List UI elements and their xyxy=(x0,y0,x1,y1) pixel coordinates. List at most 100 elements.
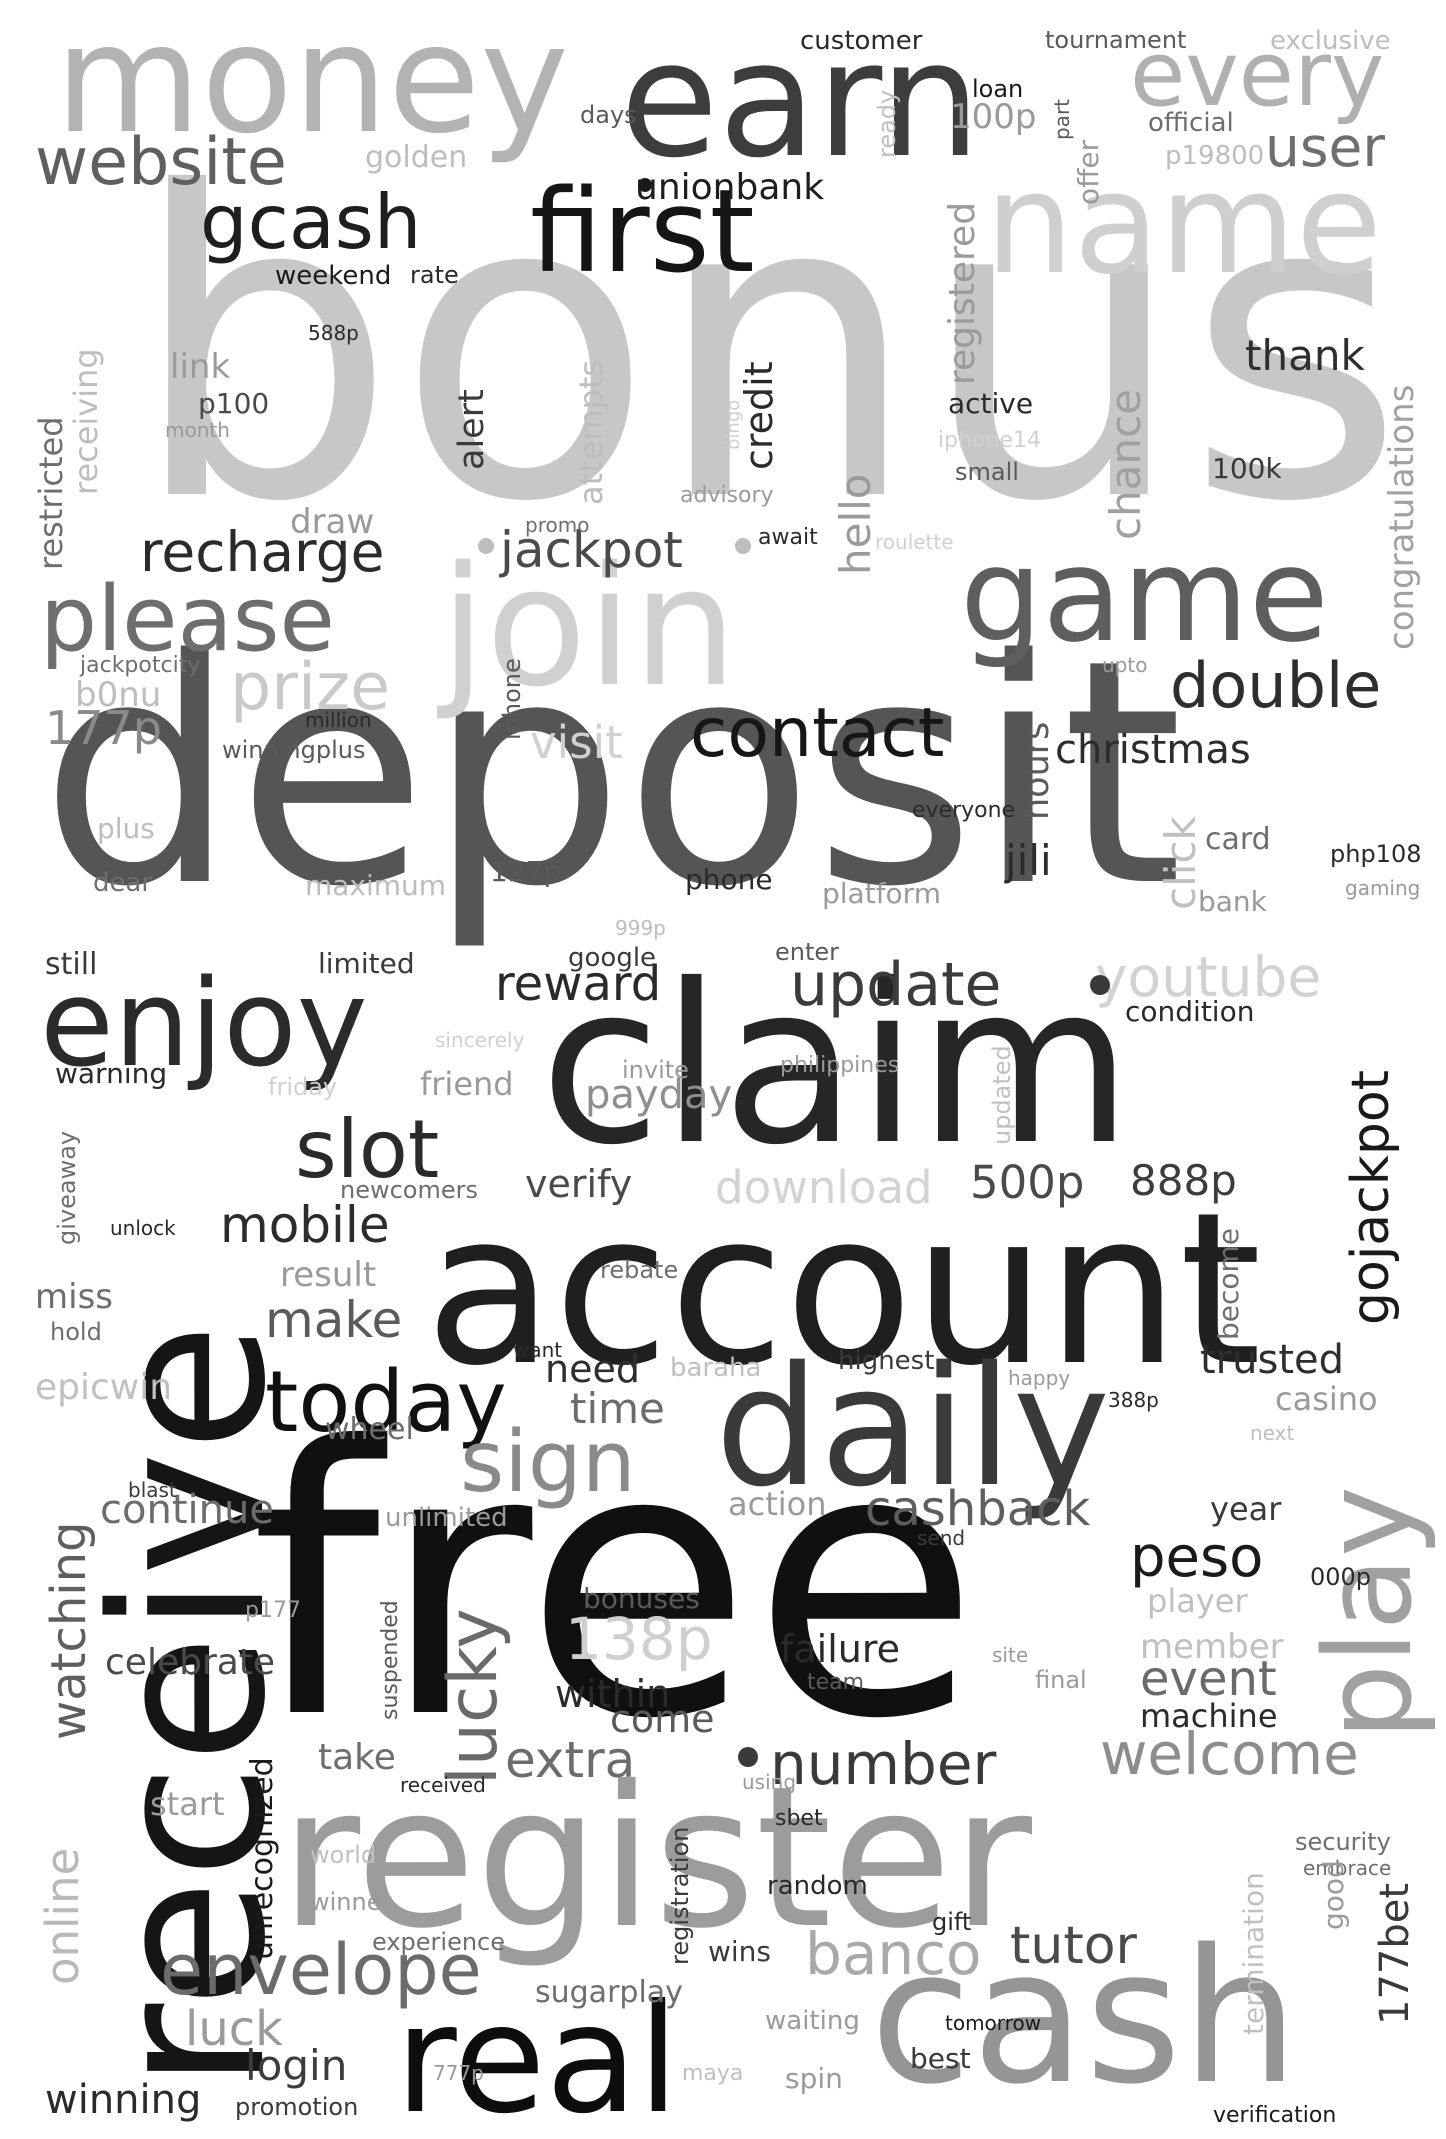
word-using: using xyxy=(742,1770,797,1794)
word-p19800: p19800 xyxy=(1165,141,1265,171)
word-random: random xyxy=(767,1871,868,1901)
word-suspended: suspended xyxy=(378,1600,403,1720)
word-tournament: tournament xyxy=(1045,26,1187,54)
word-enjoy: enjoy xyxy=(40,955,368,1094)
word-update: update xyxy=(790,950,1002,1020)
word-trusted: trusted xyxy=(1200,1337,1345,1383)
word-999p: 999p xyxy=(615,916,666,940)
word-reward: reward xyxy=(495,956,662,1012)
word-p177: p177 xyxy=(245,1598,301,1623)
word-money: money xyxy=(55,0,570,167)
word-upto: upto xyxy=(1102,653,1148,677)
word-mobile: mobile xyxy=(220,1196,390,1254)
word-best: best xyxy=(910,2042,971,2075)
word-credit: credit xyxy=(737,361,781,470)
word-unionbank: unionbank xyxy=(635,167,825,208)
word-need: need xyxy=(545,1347,640,1391)
word-user: user xyxy=(1265,115,1385,179)
word-deposit: deposit xyxy=(40,594,1184,955)
word-good: good xyxy=(1317,1860,1350,1930)
word-rate: rate xyxy=(410,261,459,289)
word-138p: 138p xyxy=(565,1605,713,1673)
word-roulette: roulette xyxy=(875,530,954,554)
word-result: result xyxy=(280,1255,377,1295)
word-177bet: 177bet xyxy=(1372,1882,1418,2025)
word-invite: invite xyxy=(622,1056,689,1084)
word-welcome: welcome xyxy=(1100,1720,1359,1788)
word-maya: maya xyxy=(682,2061,744,2086)
word-epicwin: epicwin xyxy=(35,1367,173,1408)
word-waiting: waiting xyxy=(765,2006,860,2036)
word-tomorrow: tomorrow xyxy=(945,2011,1042,2035)
word-banco: banco xyxy=(805,1920,982,1988)
word-hello: hello xyxy=(831,473,880,576)
word-official: official xyxy=(1148,108,1234,138)
word-peso: peso xyxy=(1130,1525,1264,1590)
word-join: join xyxy=(440,531,738,723)
word-baraha: baraha xyxy=(670,1353,762,1383)
word-time: time xyxy=(570,1384,665,1433)
word-sign: sign xyxy=(460,1413,636,1512)
word-month: month xyxy=(165,418,230,442)
word-127p: 127p xyxy=(490,855,562,888)
word-spin: spin xyxy=(785,2062,843,2095)
word-action: action xyxy=(728,1485,827,1523)
word-cash: cash xyxy=(870,1909,1299,2125)
word-embrace: embrace xyxy=(1303,1856,1392,1880)
word-bonus: bonus xyxy=(130,105,1405,594)
word-visit: visit xyxy=(530,716,623,769)
word-event: event xyxy=(1140,1651,1277,1707)
word-wheel: wheel xyxy=(325,1412,414,1447)
word-await: await xyxy=(758,525,818,550)
word-maximum: maximum xyxy=(305,869,447,902)
word-slot: slot xyxy=(295,1103,440,1196)
word-start: start xyxy=(150,1785,225,1823)
word-member: member xyxy=(1140,1627,1284,1667)
word-click: click xyxy=(1156,816,1205,910)
word-iphone14: iphone14 xyxy=(938,428,1041,453)
word-experience: experience xyxy=(372,1928,506,1956)
word-become: become xyxy=(1212,1227,1245,1340)
word-dear: dear xyxy=(93,868,153,898)
word-gaming: gaming xyxy=(1345,876,1421,900)
word-send: send xyxy=(917,1526,966,1550)
word-thank: thank xyxy=(1245,331,1365,380)
word-real: real xyxy=(395,1973,680,2139)
word-gift: gift xyxy=(932,1908,972,1936)
word-world: world xyxy=(310,1841,377,1869)
word-celebrate: celebrate xyxy=(105,1642,276,1683)
word-youtube: youtube xyxy=(1095,945,1322,1009)
word-registration: registration xyxy=(666,1826,694,1965)
dot-marker xyxy=(735,538,751,554)
word-google: google xyxy=(568,943,657,973)
dot-marker xyxy=(738,1747,758,1767)
word-lucky: lucky xyxy=(434,1608,513,1785)
word-hold: hold xyxy=(50,1318,102,1346)
word-alert: alert xyxy=(452,389,492,470)
word-please: please xyxy=(40,567,335,672)
dot-marker xyxy=(478,538,494,554)
word-luck: luck xyxy=(185,2001,283,2057)
word-offer: offer xyxy=(1072,139,1105,205)
word-restricted: restricted xyxy=(32,416,70,570)
word-million: million xyxy=(305,708,372,732)
word-bonuses: bonuses xyxy=(583,1582,700,1615)
word-christmas: christmas xyxy=(1055,727,1251,773)
word-online: online xyxy=(36,1847,89,1985)
word-giveaway: giveaway xyxy=(53,1130,81,1245)
dot-marker xyxy=(638,178,652,192)
word-weekend: weekend xyxy=(275,261,392,291)
word-hours: hours xyxy=(1017,721,1057,820)
word-link: link xyxy=(170,347,231,387)
word-388p: 388p xyxy=(1108,1388,1159,1412)
word-attempts: attempts xyxy=(572,359,610,505)
word-winningplus: winningplus xyxy=(222,736,366,764)
word-condition: condition xyxy=(1125,995,1255,1028)
word-year: year xyxy=(1210,1490,1282,1528)
word-miss: miss xyxy=(35,1277,113,1317)
word-login: login xyxy=(245,2041,348,2090)
word-exclusive: exclusive xyxy=(1270,26,1391,56)
word-winning: winning xyxy=(45,2077,202,2123)
word-iphone: iphone xyxy=(498,658,526,740)
